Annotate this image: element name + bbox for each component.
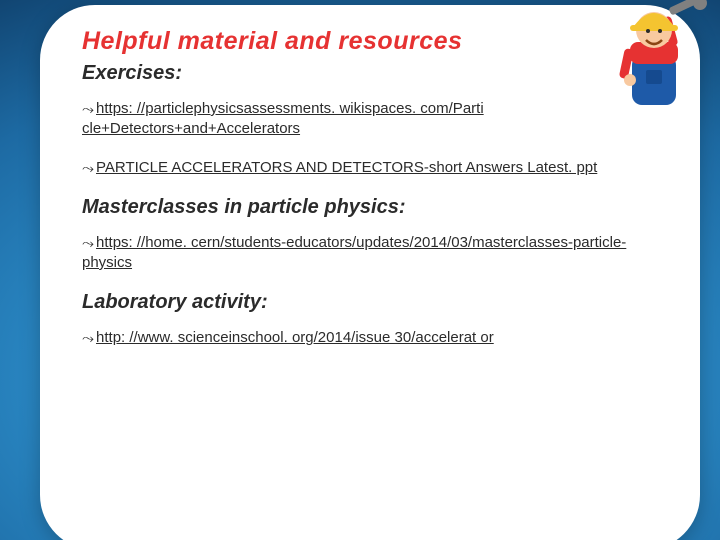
link-text: PARTICLE ACCELERATORS AND DETECTORS-shor… bbox=[96, 159, 597, 176]
bullet-icon: ⤳ bbox=[82, 100, 94, 120]
page-title: Helpful material and resources bbox=[82, 27, 668, 56]
resource-link[interactable]: ⤳https: //home. cern/students-educators/… bbox=[82, 233, 668, 274]
link-text: https: //particlephysicsassessments. wik… bbox=[82, 100, 484, 137]
resource-link[interactable]: ⤳http: //www. scienceinschool. org/2014/… bbox=[82, 328, 668, 348]
resource-link[interactable]: ⤳PARTICLE ACCELERATORS AND DETECTORS-sho… bbox=[82, 158, 668, 178]
link-text: http: //www. scienceinschool. org/2014/i… bbox=[96, 329, 494, 346]
bullet-icon: ⤳ bbox=[82, 159, 94, 179]
bullet-icon: ⤳ bbox=[82, 234, 94, 254]
worker-character-icon bbox=[600, 0, 710, 120]
resource-link[interactable]: ⤳https: //particlephysicsassessments. wi… bbox=[82, 99, 668, 140]
section-heading: Exercises: bbox=[82, 62, 668, 85]
section-heading: Laboratory activity: bbox=[82, 291, 668, 314]
link-text: https: //home. cern/students-educators/u… bbox=[82, 234, 626, 271]
slide-background: Helpful material and resources Exercises… bbox=[0, 0, 720, 540]
section-heading: Masterclasses in particle physics: bbox=[82, 196, 668, 219]
bullet-icon: ⤳ bbox=[82, 329, 94, 349]
